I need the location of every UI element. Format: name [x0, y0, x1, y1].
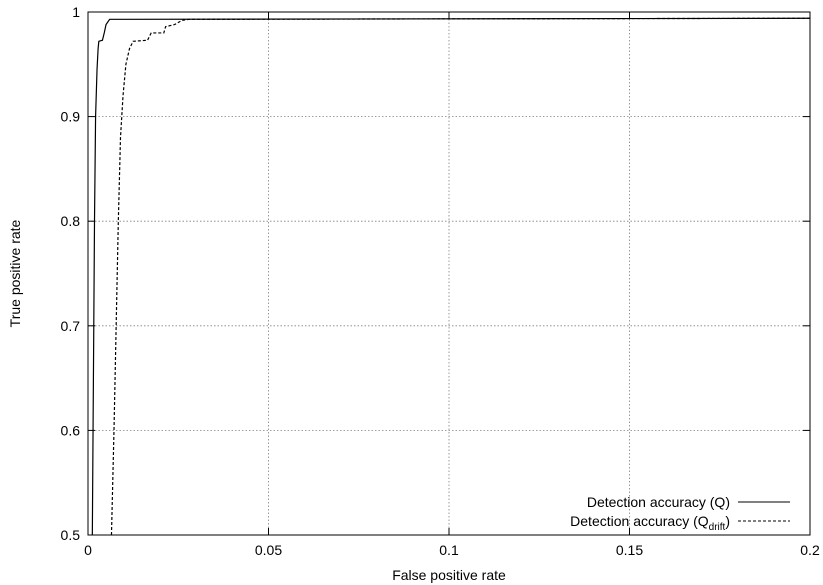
- y-tick-label: 0.8: [61, 213, 81, 229]
- series-line-q-drift: [110, 17, 811, 536]
- legend-label-q-drift: Detection accuracy (Qdrift): [570, 513, 730, 533]
- y-axis-title: True positive rate: [7, 219, 23, 327]
- x-tick-label: 0: [84, 542, 92, 558]
- axis-ticks: [87, 11, 811, 536]
- x-tick-labels: 0 0.05 0.1 0.15 0.2: [84, 542, 820, 558]
- x-tick-label: 0.15: [616, 542, 643, 558]
- y-tick-label: 0.5: [61, 527, 81, 543]
- x-axis-title: False positive rate: [392, 567, 506, 583]
- x-tick-label: 0.05: [255, 542, 282, 558]
- grid: [88, 12, 810, 535]
- y-tick-label: 0.9: [61, 109, 81, 125]
- legend-label-q: Detection accuracy (Q): [587, 494, 730, 510]
- y-tick-labels: 0.5 0.6 0.7 0.8 0.9 1: [61, 4, 81, 543]
- y-tick-label: 1: [72, 4, 80, 20]
- series-line-q: [91, 17, 811, 536]
- series-lines: [91, 17, 811, 536]
- x-tick-label: 0.1: [439, 542, 459, 558]
- y-tick-label: 0.7: [61, 318, 81, 334]
- x-tick-label: 0.2: [800, 542, 820, 558]
- legend: Detection accuracy (Q) Detection accurac…: [570, 494, 790, 533]
- y-tick-label: 0.6: [61, 422, 81, 438]
